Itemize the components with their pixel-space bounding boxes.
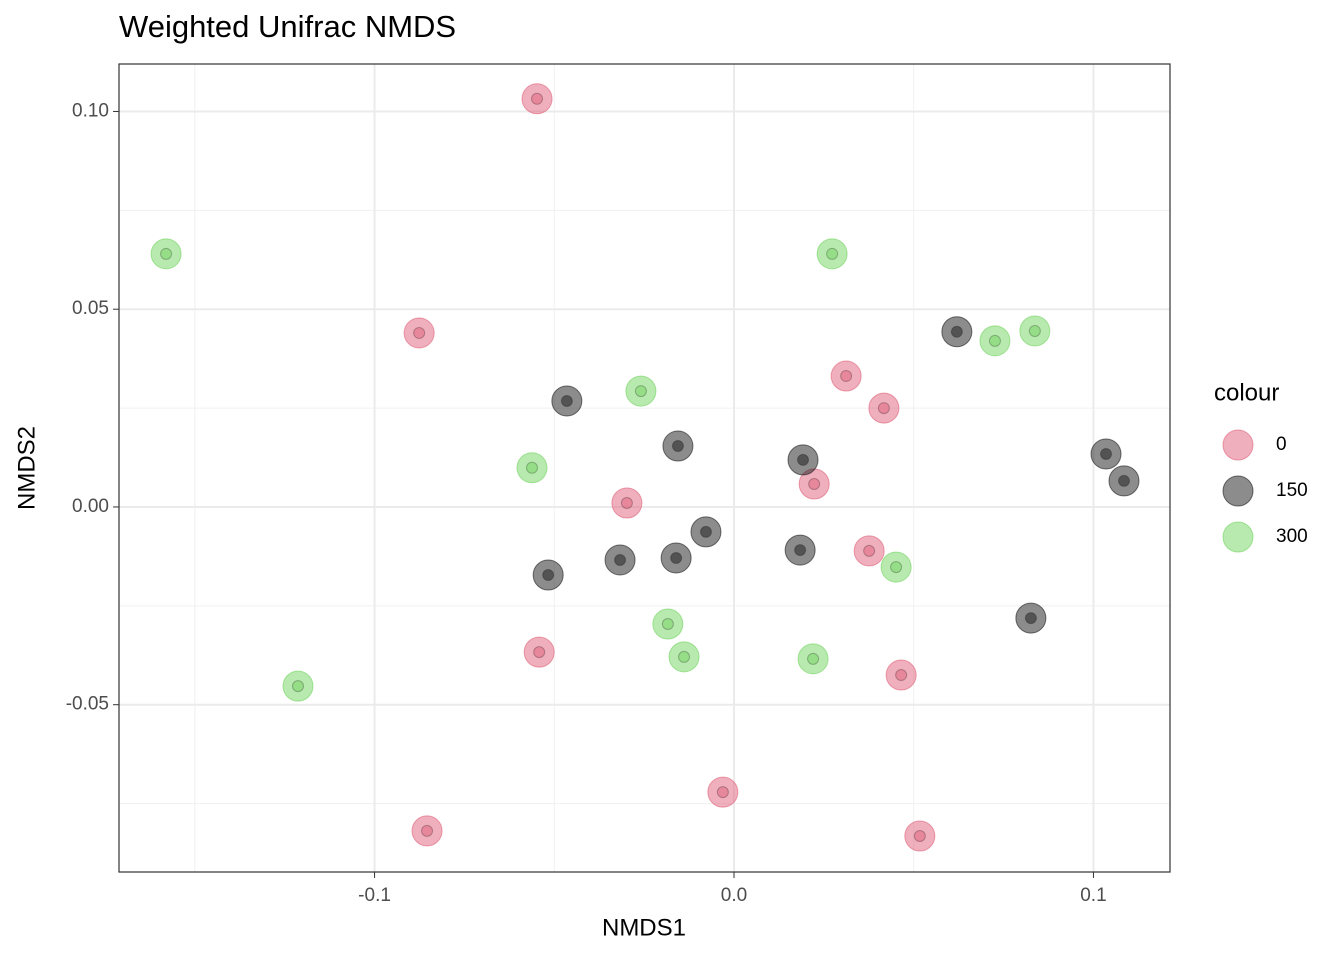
point-center bbox=[671, 440, 684, 453]
point-center bbox=[988, 334, 1001, 347]
legend-swatch bbox=[1222, 475, 1254, 507]
y-tick-label: -0.05 bbox=[66, 694, 109, 715]
point-center bbox=[913, 830, 926, 843]
point-center bbox=[292, 680, 305, 693]
y-axis-label: NMDS2 bbox=[13, 426, 40, 510]
point-center bbox=[560, 394, 573, 407]
point-center bbox=[1028, 324, 1041, 337]
legend-label: 150 bbox=[1276, 480, 1308, 501]
point-center bbox=[890, 561, 903, 574]
legend-label: 0 bbox=[1276, 434, 1287, 455]
point-center bbox=[620, 497, 633, 510]
x-axis-label: NMDS1 bbox=[602, 914, 686, 941]
point-center bbox=[531, 92, 544, 105]
point-center bbox=[1117, 474, 1130, 487]
point-center bbox=[678, 650, 691, 663]
legend-label: 300 bbox=[1276, 526, 1308, 547]
x-tick-label: 0.1 bbox=[1080, 885, 1106, 906]
y-tick-label: 0.10 bbox=[72, 100, 109, 121]
point-center bbox=[877, 402, 890, 415]
plot-border bbox=[118, 63, 1171, 873]
point-center bbox=[863, 544, 876, 557]
point-center bbox=[542, 568, 555, 581]
chart-title: Weighted Unifrac NMDS bbox=[119, 9, 456, 44]
point-center bbox=[797, 453, 810, 466]
point-center bbox=[699, 525, 712, 538]
x-tick-label: 0.0 bbox=[721, 885, 747, 906]
legend-swatch bbox=[1222, 521, 1254, 553]
y-tick-label: 0.00 bbox=[72, 496, 109, 517]
point-center bbox=[661, 618, 674, 631]
plot-background bbox=[119, 64, 1170, 872]
point-center bbox=[634, 385, 647, 398]
point-center bbox=[826, 247, 839, 260]
point-center bbox=[1100, 447, 1113, 460]
point-center bbox=[895, 669, 908, 682]
point-center bbox=[808, 478, 821, 491]
point-center bbox=[533, 646, 546, 659]
point-center bbox=[794, 544, 807, 557]
point-center bbox=[614, 553, 627, 566]
x-tick-label: -0.1 bbox=[358, 885, 391, 906]
point-center bbox=[1024, 612, 1037, 625]
point-center bbox=[413, 326, 426, 339]
point-center bbox=[807, 652, 820, 665]
legend-title: colour bbox=[1214, 379, 1279, 406]
point-center bbox=[525, 461, 538, 474]
point-center bbox=[160, 247, 173, 260]
point-center bbox=[840, 370, 853, 383]
point-center bbox=[421, 824, 434, 837]
point-center bbox=[950, 325, 963, 338]
y-tick-label: 0.05 bbox=[72, 298, 109, 319]
point-center bbox=[670, 551, 683, 564]
point-center bbox=[716, 786, 729, 799]
legend-swatch bbox=[1222, 429, 1254, 461]
